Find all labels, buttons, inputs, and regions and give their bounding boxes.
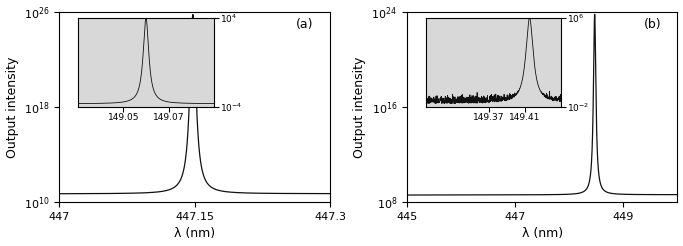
Text: (a): (a) (296, 18, 313, 31)
Y-axis label: Output intensity: Output intensity (5, 57, 18, 158)
Text: (b): (b) (643, 18, 661, 31)
X-axis label: λ (nm): λ (nm) (174, 228, 215, 240)
X-axis label: λ (nm): λ (nm) (522, 228, 563, 240)
Y-axis label: Output intensity: Output intensity (353, 57, 366, 158)
